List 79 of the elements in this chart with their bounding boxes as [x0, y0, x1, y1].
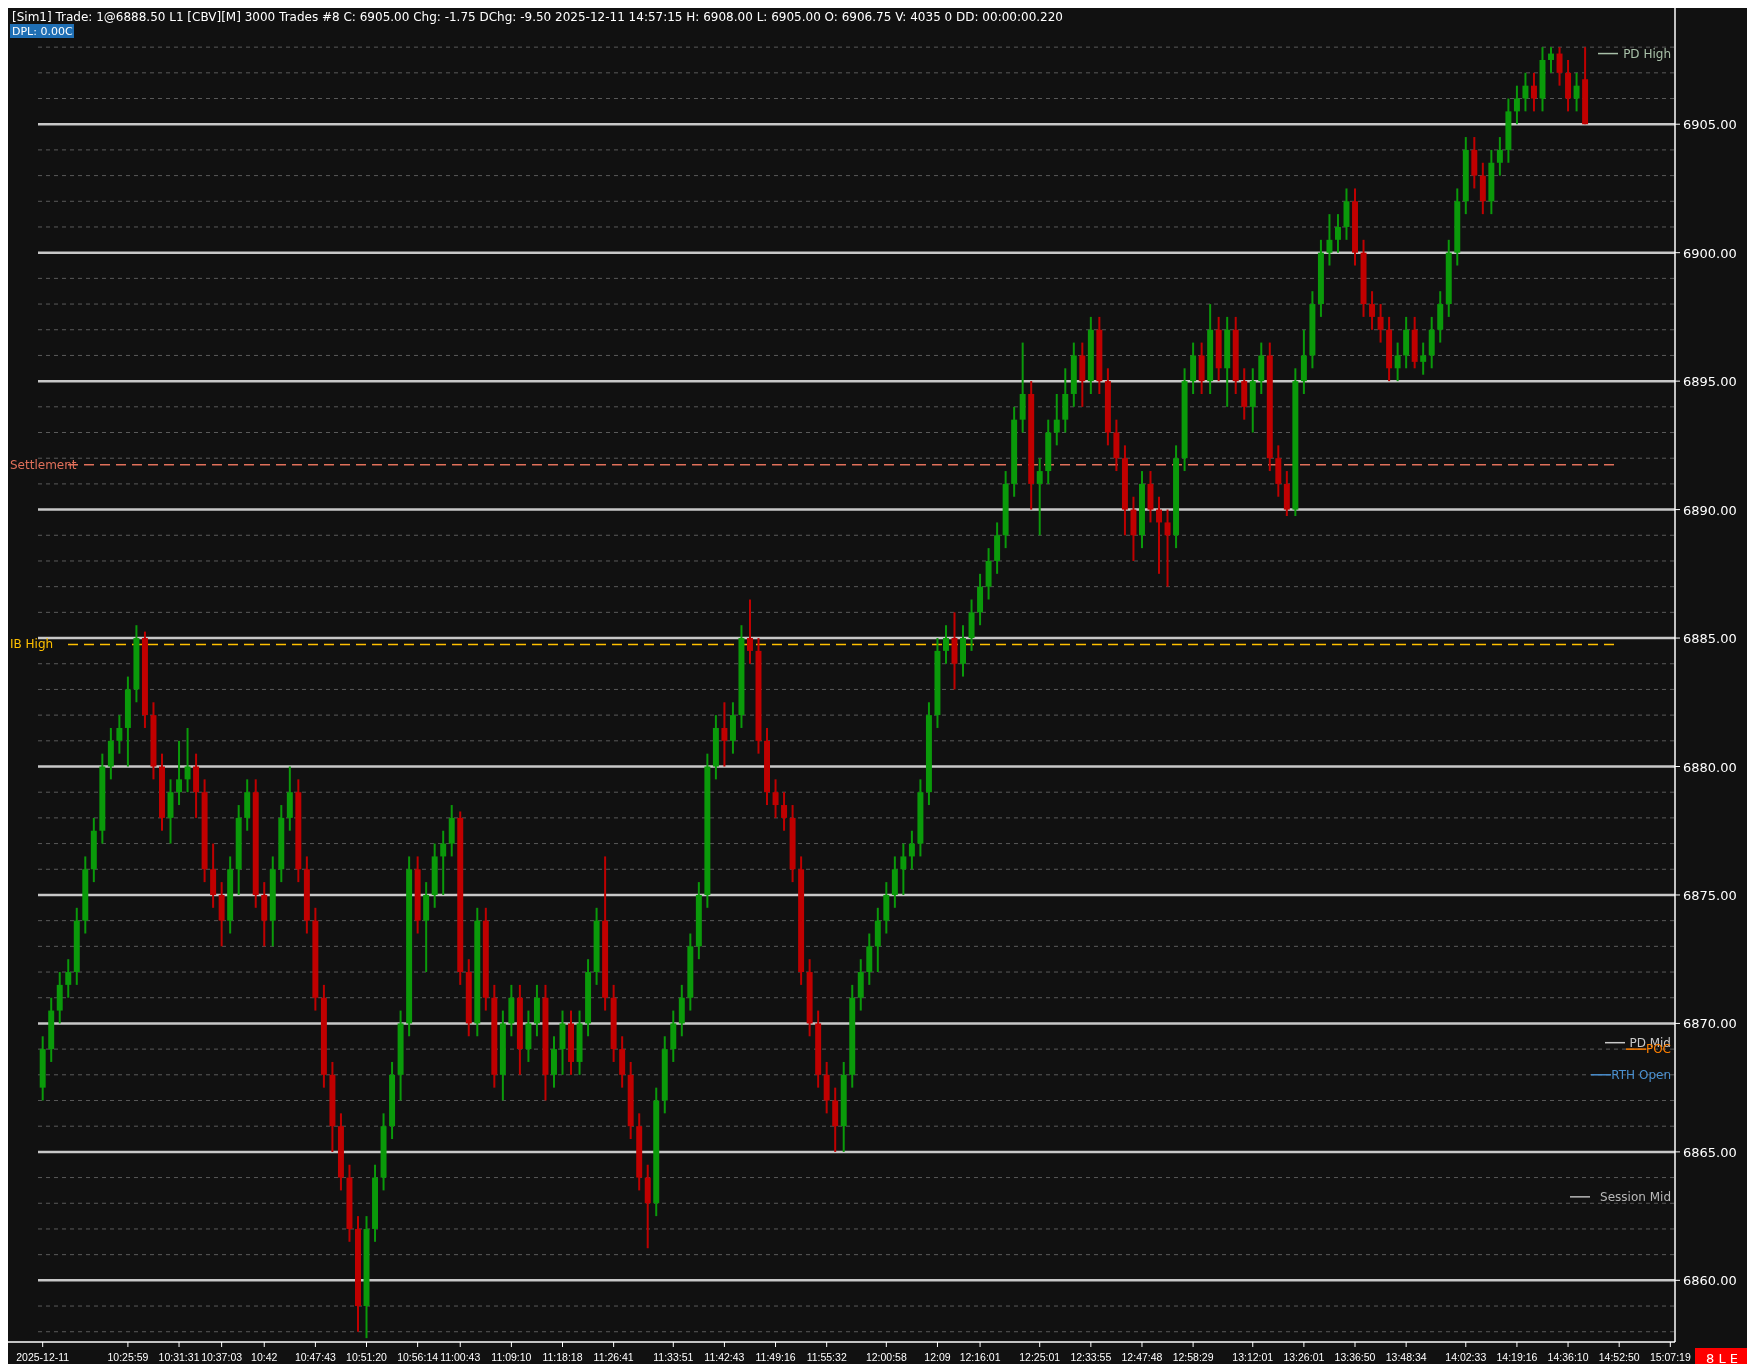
candlestick: [176, 739, 183, 807]
x-tick-label: 12:00:58: [865, 1351, 907, 1363]
candlestick: [1326, 213, 1333, 267]
y-tick-label: 6890.00: [1683, 502, 1737, 518]
y-tick-label: 6880.00: [1683, 759, 1737, 775]
x-tick-label: 14:36:10: [1547, 1351, 1589, 1363]
x-tick-label: 14:19:16: [1496, 1351, 1538, 1363]
candlestick: [1548, 46, 1554, 74]
candlestick: [184, 726, 191, 794]
candlestick: [1394, 341, 1401, 383]
candlestick: [1420, 341, 1427, 376]
candlestick: [1369, 290, 1376, 331]
candlestick: [1156, 495, 1162, 575]
ref-line-label: IB High: [10, 637, 54, 652]
candlestick: [1522, 71, 1529, 113]
candlestick: [1530, 71, 1537, 113]
candlestick: [1377, 303, 1384, 344]
y-tick-label: 6860.00: [1683, 1273, 1737, 1289]
ref-line-label: RTH Open: [1611, 1067, 1671, 1082]
candlestick: [1334, 213, 1341, 254]
x-tick-label: 13:26:01: [1283, 1351, 1325, 1363]
x-tick-label: 10:25:59: [107, 1351, 149, 1363]
x-tick-label: 10:42: [251, 1351, 278, 1363]
x-tick-label: 10:47:43: [294, 1351, 336, 1363]
x-tick-label: 11:33:51: [653, 1351, 694, 1363]
y-tick-label: 6875.00: [1683, 887, 1737, 903]
candlestick: [721, 701, 728, 768]
y-tick-label: 6900.00: [1683, 245, 1737, 261]
x-tick-label: 10:31:31: [158, 1351, 200, 1363]
candlestick: [908, 829, 915, 871]
candlestick: [1164, 508, 1171, 588]
candlestick: [772, 778, 779, 819]
candlestick: [116, 714, 123, 755]
text: 8 L E: [1706, 1351, 1738, 1364]
x-tick-label: 12:58:29: [1172, 1351, 1214, 1363]
y-tick-label: 6870.00: [1683, 1016, 1737, 1032]
x-tick-label: 13:12:01: [1232, 1351, 1274, 1363]
candlestick: [1513, 84, 1520, 126]
candlestick: [900, 842, 907, 896]
candlestick: [1053, 392, 1060, 447]
x-tick-label: 10:51:20: [346, 1351, 388, 1363]
ref-line-label: PD High: [1623, 46, 1671, 61]
x-tick-label: 12:25:01: [1019, 1351, 1061, 1363]
x-tick-label: 14:02:33: [1445, 1351, 1487, 1363]
x-tick-label: 12:16:01: [959, 1351, 1001, 1363]
x-tick-label: 12:47:48: [1121, 1351, 1163, 1363]
x-tick-label: 13:36:50: [1334, 1351, 1376, 1363]
chart-title: [Sim1] Trade: 1@6888.50 L1 [CBV][M] 3000 Trades #8 C: 6905.00 Chg: -1.75 DChg: -9.50 2025-12-11 14:57:15 H: 6908.00 L: 6905.00 O: 6906.75 V: 4035 0 DD: 00:00:00.220: [12, 10, 1063, 24]
x-tick-label: 11:42:43: [704, 1351, 745, 1363]
x-tick-label: 10:56:14: [397, 1351, 439, 1363]
ref-line-label: Settlement: [10, 457, 77, 472]
y-tick-label: 6905.00: [1683, 117, 1737, 133]
chart-subtitle: DPL: 0.00C: [12, 25, 73, 38]
x-tick-label: 11:55:32: [806, 1351, 847, 1363]
candlestick: [440, 829, 447, 896]
candlestick: [1036, 457, 1043, 537]
x-tick-label: 11:18:18: [542, 1351, 583, 1363]
x-tick-label: 15:07:19: [1649, 1351, 1691, 1363]
candlestick: [781, 791, 788, 832]
candlestick: [1573, 71, 1580, 113]
candlestick: [65, 958, 72, 999]
candlestick: [942, 624, 949, 665]
candlestick: [747, 598, 753, 665]
x-tick-label: 11:49:16: [755, 1351, 796, 1363]
x-tick-label: 2025-12-11: [16, 1351, 70, 1363]
x-tick-label: 11:09:10: [491, 1351, 532, 1363]
y-tick-label: 6865.00: [1683, 1144, 1737, 1160]
candlestick: [1556, 46, 1563, 87]
x-tick-label: 12:09: [924, 1351, 951, 1363]
x-tick-label: 11:00:43: [440, 1351, 481, 1363]
y-tick-label: 6895.00: [1683, 374, 1737, 390]
x-tick-label: 11:26:41: [593, 1351, 634, 1363]
x-tick-label: 14:52:50: [1598, 1351, 1640, 1363]
candlestick: [1496, 136, 1503, 177]
x-tick-label: 10:37:03: [201, 1351, 243, 1363]
x-tick-label: 12:33:55: [1070, 1351, 1112, 1363]
ref-line-label: Session Mid: [1600, 1189, 1671, 1204]
y-tick-label: 6885.00: [1683, 631, 1737, 647]
x-tick-label: 13:48:34: [1385, 1351, 1427, 1363]
